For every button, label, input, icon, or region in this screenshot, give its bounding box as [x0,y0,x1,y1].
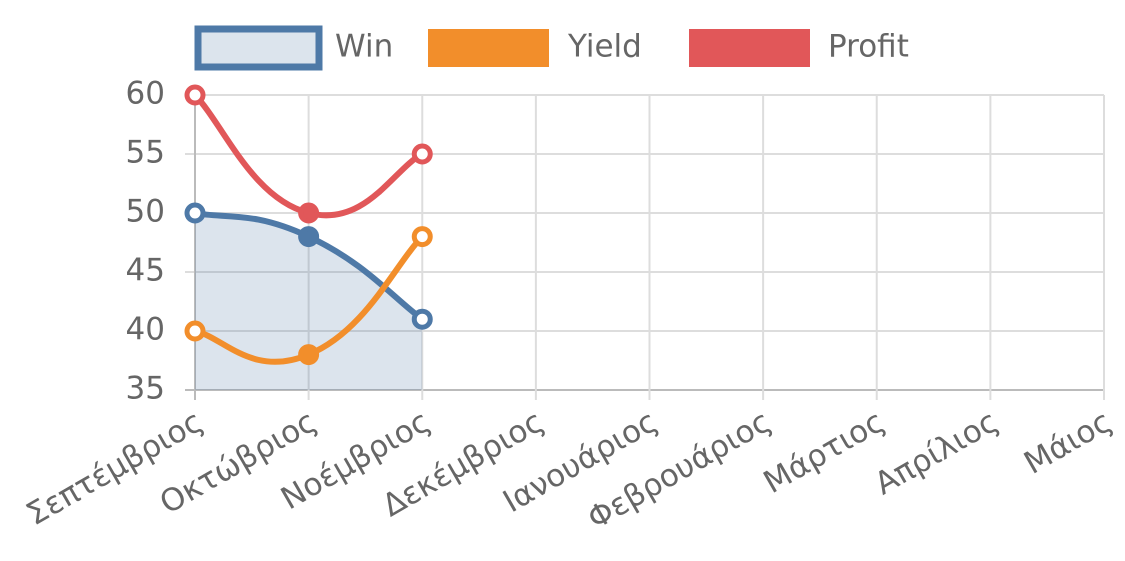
point [184,320,206,342]
point [411,308,433,330]
point [184,84,206,106]
point [184,202,206,224]
y-tick-label: 50 [126,194,165,230]
point [298,202,320,224]
y-tick-label: 40 [126,312,165,348]
x-tick-label: Μάιος [1018,403,1118,482]
y-tick-label: 55 [126,135,165,171]
y-tick-label: 60 [126,76,165,112]
legend-swatch [194,25,323,71]
point [411,143,433,165]
legend-label: Yield [567,29,642,65]
legend-label: Profit [828,29,909,65]
point [298,344,320,366]
legend-swatch [689,29,810,67]
legend-swatch [428,29,549,67]
x-tick-label: Μάρτιος [758,403,891,501]
point [411,226,433,248]
legend-label: Win [335,29,393,65]
area [195,213,423,390]
x-tick-label: Απρίλιος [869,403,1005,502]
point [298,226,320,248]
y-tick-label: 45 [126,253,165,289]
y-tick-label: 35 [126,371,165,407]
